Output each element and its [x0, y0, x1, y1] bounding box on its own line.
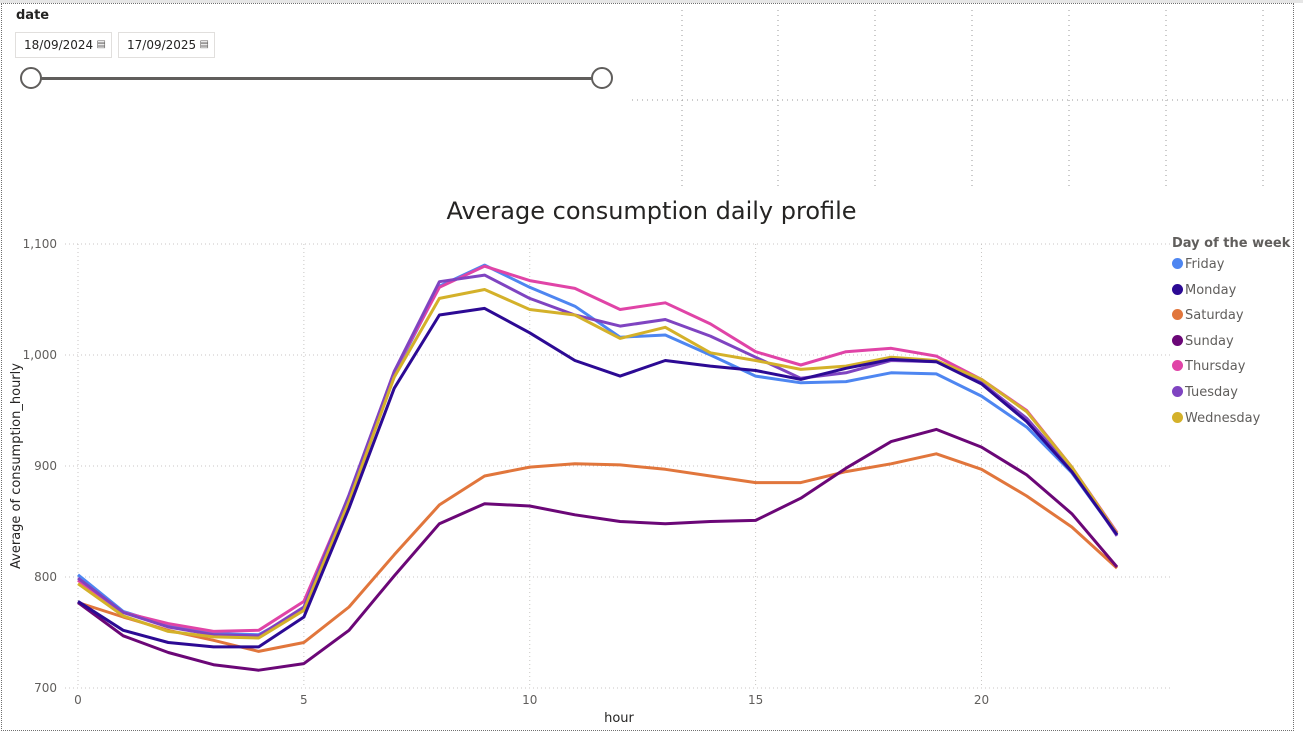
- chart-title: Average consumption daily profile: [446, 197, 857, 225]
- slicer-title: date: [16, 8, 50, 23]
- start-date-input[interactable]: 18/09/2024 ▤: [15, 32, 112, 58]
- legend-marker: [1172, 411, 1183, 423]
- calendar-icon[interactable]: ▤: [96, 39, 106, 50]
- series-line-thursday[interactable]: [77, 264, 1119, 633]
- legend-item-thursday[interactable]: Thursday: [1172, 358, 1245, 376]
- legend-item-saturday[interactable]: Saturday: [1172, 307, 1244, 325]
- legend-item-monday[interactable]: Monday: [1172, 282, 1236, 300]
- x-tick-label: 0: [74, 693, 82, 707]
- legend-marker: [1172, 360, 1183, 372]
- legend-title: Day of the week: [1172, 236, 1291, 251]
- x-tick-label: 15: [748, 693, 763, 707]
- legend-label: Tuesday: [1185, 385, 1238, 400]
- legend-label: Sunday: [1185, 333, 1234, 349]
- legend-label: Monday: [1185, 282, 1237, 298]
- y-tick-label: 1,000: [23, 348, 57, 362]
- x-axis-ticks: 0 5 10 15 20: [74, 693, 989, 707]
- legend-item-tuesday[interactable]: Tuesday: [1172, 384, 1238, 402]
- legend-marker: [1172, 334, 1183, 346]
- x-tick-label: 5: [300, 693, 308, 707]
- y-axis-ticks: 700 800 900 1,000 1,100: [23, 237, 57, 695]
- start-date-value: 18/09/2024: [24, 38, 94, 52]
- legend-label: Friday: [1185, 257, 1225, 272]
- y-axis-label: Average of consumption_hourly: [9, 363, 24, 569]
- slider-end-handle[interactable]: [591, 67, 613, 89]
- series-lines: [77, 263, 1119, 672]
- legend-marker: [1172, 258, 1183, 269]
- legend-label: Saturday: [1185, 308, 1244, 324]
- series-line-saturday[interactable]: [77, 452, 1119, 653]
- y-tick-label: 700: [34, 681, 57, 695]
- x-tick-label: 20: [974, 693, 989, 707]
- legend-item-friday[interactable]: Friday: [1172, 256, 1224, 274]
- x-tick-label: 10: [522, 693, 537, 707]
- legend-marker: [1172, 283, 1183, 295]
- gridlines: [65, 243, 1170, 689]
- top-strip: [0, 0, 1303, 3]
- series-line-monday[interactable]: [77, 306, 1119, 649]
- legend-item-sunday[interactable]: Sunday: [1172, 333, 1234, 351]
- legend-item-wednesday[interactable]: Wednesday: [1172, 410, 1260, 428]
- legend-marker: [1172, 386, 1183, 397]
- series-line-sunday[interactable]: [77, 427, 1119, 672]
- end-date-input[interactable]: 17/09/2025 ▤: [118, 32, 215, 58]
- end-date-value: 17/09/2025: [127, 38, 197, 52]
- y-tick-label: 1,100: [23, 237, 57, 251]
- slider-start-handle[interactable]: [20, 67, 42, 89]
- series-line-wednesday[interactable]: [77, 288, 1119, 640]
- y-tick-label: 900: [34, 459, 57, 473]
- visual-frame: [1, 3, 1294, 731]
- calendar-icon[interactable]: ▤: [199, 39, 209, 50]
- legend-label: Wednesday: [1185, 410, 1261, 426]
- legend-label: Thursday: [1185, 359, 1246, 375]
- x-axis-label: hour: [604, 711, 634, 726]
- series-line-tuesday[interactable]: [77, 273, 1119, 638]
- y-tick-label: 800: [34, 570, 57, 584]
- legend-marker: [1172, 309, 1183, 321]
- date-range-slider-track[interactable]: [32, 77, 603, 80]
